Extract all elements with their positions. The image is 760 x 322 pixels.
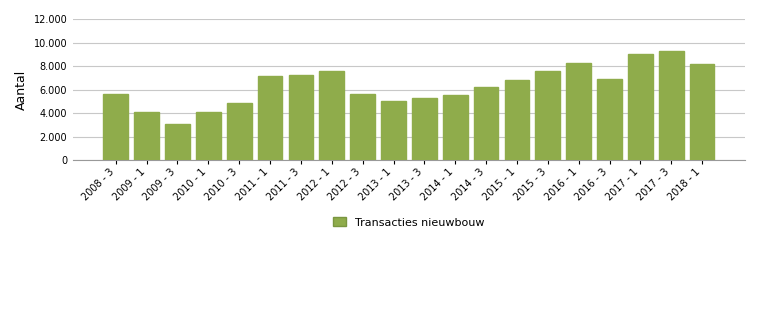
Bar bbox=[165, 124, 190, 160]
Bar bbox=[628, 54, 653, 160]
Bar bbox=[382, 101, 406, 160]
Bar bbox=[443, 95, 467, 160]
Bar bbox=[473, 87, 499, 160]
Bar bbox=[350, 94, 375, 160]
Bar bbox=[412, 98, 437, 160]
Y-axis label: Aantal: Aantal bbox=[15, 70, 28, 110]
Bar bbox=[690, 64, 714, 160]
Bar bbox=[103, 94, 128, 160]
Bar bbox=[135, 112, 159, 160]
Bar bbox=[258, 76, 283, 160]
Bar bbox=[289, 75, 313, 160]
Legend: Transacties nieuwbouw: Transacties nieuwbouw bbox=[328, 213, 489, 232]
Bar bbox=[659, 51, 683, 160]
Bar bbox=[226, 103, 252, 160]
Bar bbox=[597, 79, 622, 160]
Bar bbox=[196, 112, 220, 160]
Bar bbox=[536, 71, 560, 160]
Bar bbox=[319, 71, 344, 160]
Bar bbox=[566, 63, 591, 160]
Bar bbox=[505, 80, 529, 160]
